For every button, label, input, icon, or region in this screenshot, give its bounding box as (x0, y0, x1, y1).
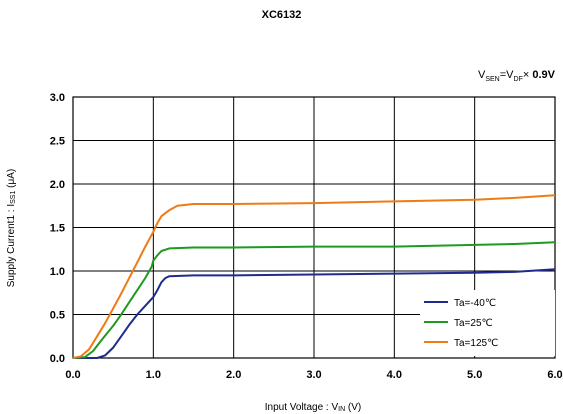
chart-title: XC6132 (261, 9, 302, 21)
legend: Ta=-40℃ Ta=25℃ Ta=125℃ (420, 290, 555, 356)
y-tick-label: 3.0 (50, 92, 65, 104)
measurement-condition: VSEN=VDF× 0.9V (478, 69, 555, 84)
y-tick-label: 1.0 (50, 266, 65, 278)
y-tick-label: 2.5 (50, 136, 65, 148)
x-tick-label: 3.0 (306, 369, 321, 381)
x-tick-label: 2.0 (226, 369, 241, 381)
x-tick-label: 4.0 (387, 369, 402, 381)
y-tick-label: 1.5 (50, 223, 65, 235)
series-lines (72, 194, 556, 359)
series-line-0 (73, 268, 556, 359)
series-line-2 (72, 194, 556, 359)
legend-label: Ta=25℃ (454, 318, 493, 329)
tick-labels: 0.0 1.0 2.0 3.0 4.0 5.0 6.0 0.0 0.5 1.0 1.5 2.0 2.5 3… (50, 92, 563, 381)
y-tick-label: 0.0 (50, 353, 65, 365)
series-line-1 (72, 241, 556, 359)
grid (72, 96, 556, 359)
y-axis-label: Supply Current1 : ISS1 (μA) (6, 169, 17, 287)
x-tick-label: 6.0 (547, 369, 562, 381)
legend-label: Ta=125℃ (454, 338, 498, 349)
x-tick-label: 0.0 (65, 369, 80, 381)
legend-label: Ta=-40℃ (454, 298, 496, 309)
y-tick-label: 0.5 (50, 310, 65, 322)
y-tick-label: 2.0 (50, 179, 65, 191)
plot-frame (72, 96, 556, 359)
x-tick-label: 1.0 (146, 369, 161, 381)
x-tick-label: 5.0 (467, 369, 482, 381)
x-axis-label: Input Voltage : VIN (V) (265, 402, 362, 413)
